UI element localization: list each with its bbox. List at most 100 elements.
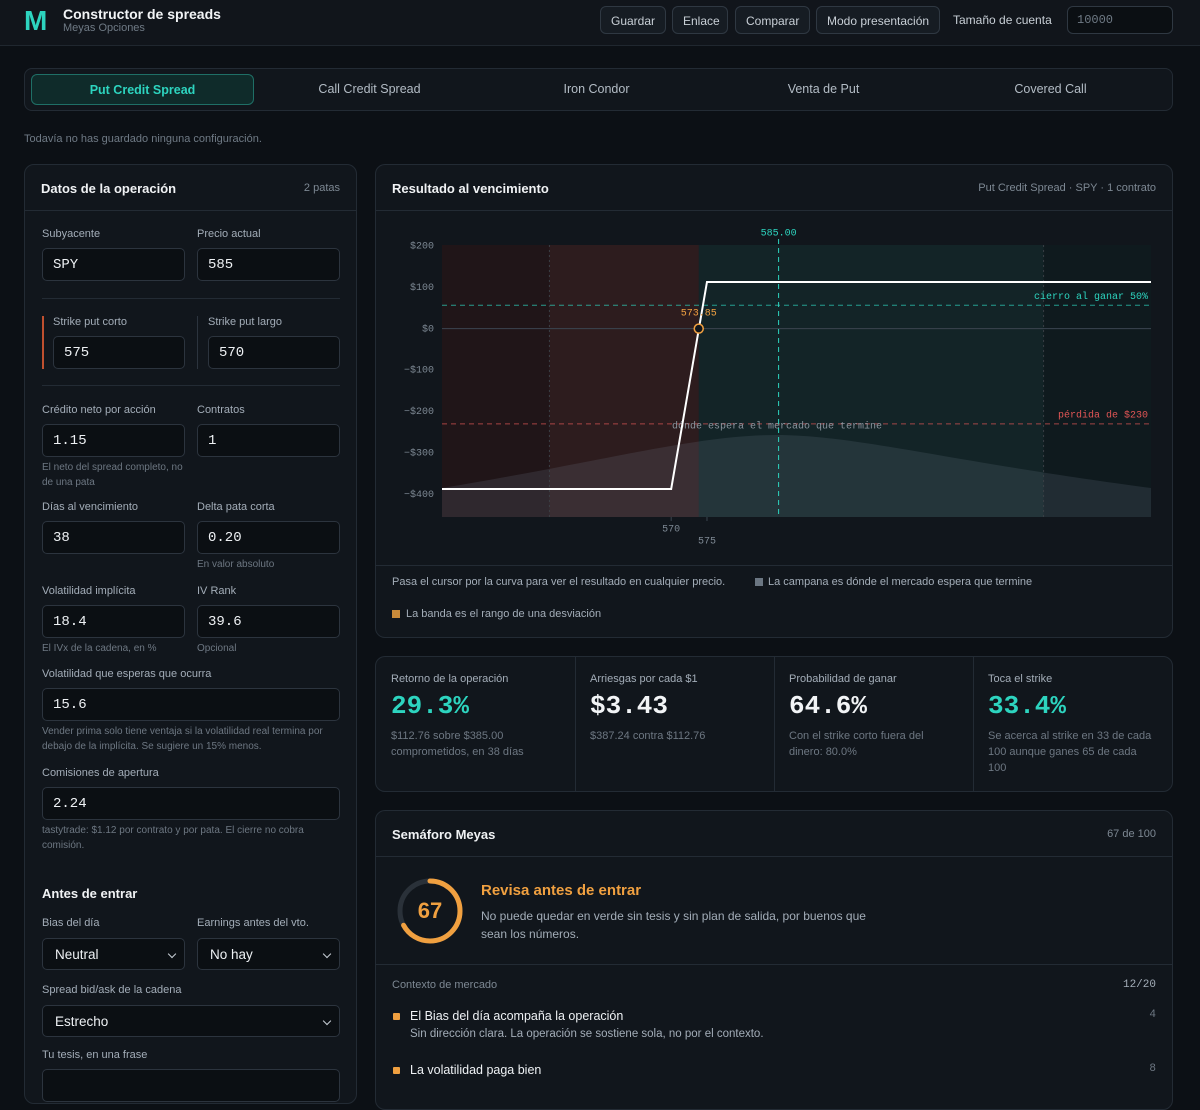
top-bar: M Constructor de spreads Meyas Opciones … — [0, 0, 1200, 46]
long-strike-marker — [197, 316, 198, 369]
y-tick-label: $100 — [410, 282, 434, 294]
stat-note: $387.24 contra $112.76 — [590, 730, 706, 742]
distribution-curve — [442, 435, 1151, 517]
account-label: Tamaño de cuenta — [953, 13, 1052, 27]
separator — [376, 964, 1172, 965]
app-subtitle: Meyas Opciones — [63, 22, 145, 34]
select[interactable]: Neutral — [42, 938, 185, 970]
field-input[interactable]: 18.4 — [42, 605, 185, 638]
section-title: Antes de entrar — [42, 886, 138, 901]
field-input[interactable]: 39.6 — [197, 605, 340, 638]
section-title: Contexto de mercado — [392, 979, 498, 991]
panel-meta: 2 patas — [303, 182, 340, 194]
panel-title: Datos de la operación — [41, 181, 177, 196]
field-input[interactable]: 1.15 — [42, 424, 185, 457]
tab[interactable]: Venta de Put — [787, 82, 860, 96]
x-tick-label: 570 — [662, 525, 680, 536]
field-hint: El neto del spread completo, no de una p… — [42, 462, 183, 488]
item-points: 8 — [1149, 1063, 1156, 1075]
panel-header: Resultado al vencimiento Put Credit Sprea… — [376, 165, 1172, 211]
field-label: Tu tesis, en una frase — [42, 1049, 148, 1061]
stat-note: $112.76 sobre $385.00 comprometidos, en … — [391, 730, 524, 758]
stat-label: Retorno de la operación — [391, 673, 509, 685]
stat-value: 33.4% — [988, 691, 1067, 721]
score-arc — [397, 878, 463, 944]
tab[interactable]: Iron Condor — [563, 82, 630, 96]
y-tick-label: −$200 — [404, 406, 434, 418]
field-hint: Vender prima solo tiene ventaja si la vo… — [42, 726, 323, 752]
legend-swatch — [392, 610, 400, 618]
panel-header: Datos de la operación 2 patas — [25, 165, 356, 211]
score-value: 67 — [417, 898, 443, 923]
field-input[interactable]: 38 — [42, 521, 185, 554]
field-label: Comisiones de apertura — [42, 767, 159, 779]
account-input[interactable]: 10000 — [1067, 6, 1173, 34]
field-input[interactable]: 570 — [208, 336, 340, 369]
current-price-label: 585.00 — [761, 229, 797, 240]
stats-panel: Retorno de la operación 29.3% $112.76 sobr… — [375, 656, 1173, 792]
stat-note: Se acerca al strike en 33 de cada 100 au… — [988, 730, 1152, 774]
panel-meta: 67 de 100 — [1107, 828, 1156, 840]
thesis-input[interactable] — [42, 1069, 340, 1102]
field-label: Precio actual — [197, 228, 261, 240]
saved-note: Todavía no has guardado ninguna configur… — [24, 133, 262, 145]
field-input[interactable]: 0.20 — [197, 521, 340, 554]
bullet — [393, 1067, 400, 1074]
field-label: Spread bid/ask de la cadena — [42, 984, 182, 996]
field-label: Contratos — [197, 404, 245, 416]
toolbar-button[interactable]: Comparar — [735, 6, 810, 34]
field-input[interactable]: 1 — [197, 424, 340, 457]
toolbar-button[interactable]: Guardar — [600, 6, 666, 34]
field-label: Strike put largo — [208, 316, 282, 328]
field-hint: tastytrade: $1.12 por contrato y por pat… — [42, 825, 304, 851]
tab[interactable]: Call Credit Spread — [318, 82, 421, 96]
field-label: Strike put corto — [53, 316, 127, 328]
chart-note: Pasa el cursor por la curva para ver el … — [392, 576, 726, 588]
y-tick-label: −$100 — [404, 365, 434, 377]
field-input[interactable]: 2.24 — [42, 787, 340, 820]
separator — [973, 657, 974, 791]
separator — [376, 565, 1172, 566]
payoff-line — [442, 280, 1151, 490]
short-strike-marker — [42, 316, 44, 369]
reference-label: pérdida de $230 — [1058, 409, 1148, 421]
field-input[interactable]: 585 — [197, 248, 340, 281]
stat-label: Probabilidad de ganar — [789, 673, 897, 685]
select[interactable]: Estrecho — [42, 1005, 340, 1037]
stat-label: Toca el strike — [988, 673, 1053, 685]
tab[interactable]: Covered Call — [1014, 82, 1087, 96]
y-tick-label: −$300 — [404, 447, 434, 459]
separator — [575, 657, 576, 791]
curve-label: dónde espera el mercado que termine — [672, 421, 882, 433]
loss-zone — [442, 245, 699, 517]
score-text: No puede quedar en verde sin tesis y sin… — [481, 909, 866, 941]
field-input[interactable]: 575 — [53, 336, 185, 369]
field-label: Volatilidad implícita — [42, 585, 136, 597]
profit-zone — [698, 245, 1151, 517]
field-hint: En valor absoluto — [197, 559, 275, 570]
separator — [42, 298, 340, 299]
panel-header: Semáforo Meyas 67 de 100 — [376, 811, 1172, 857]
field-label: Delta pata corta — [197, 501, 275, 513]
stat-note: Con el strike corto fuera del dinero: 80… — [789, 730, 924, 758]
toolbar-button[interactable]: Modo presentación — [816, 6, 940, 34]
field-hint: El IVx de la cadena, en % — [42, 643, 157, 654]
field-label: Días al vencimiento — [42, 501, 138, 513]
separator — [774, 657, 775, 791]
score-panel: Semáforo Meyas 67 de 100 67 Revisa antes … — [375, 810, 1173, 1110]
field-input[interactable]: 15.6 — [42, 688, 340, 721]
item-title: El Bias del día acompaña la operación — [410, 1009, 624, 1023]
chart-note: La banda es el rango de una desviación — [406, 608, 602, 620]
panel-title: Resultado al vencimiento — [392, 181, 549, 196]
stat-label: Arriesgas por cada $1 — [590, 673, 698, 685]
y-tick-label: $0 — [422, 323, 434, 335]
field-label: Subyacente — [42, 228, 101, 240]
select[interactable]: No hay — [197, 938, 340, 970]
tab[interactable]: Put Credit Spread — [31, 74, 254, 105]
legend-swatch — [755, 578, 763, 586]
panel-meta: Put Credit Spread · SPY · 1 contrato — [978, 182, 1156, 194]
field-label: IV Rank — [197, 585, 237, 597]
toolbar-button[interactable]: Enlace — [672, 6, 728, 34]
field-input[interactable]: SPY — [42, 248, 185, 281]
